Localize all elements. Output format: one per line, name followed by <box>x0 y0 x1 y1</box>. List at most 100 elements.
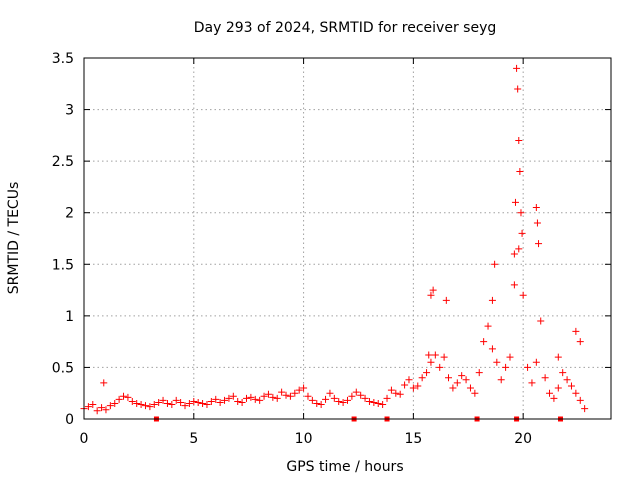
data-point <box>518 229 526 237</box>
data-point <box>225 394 233 402</box>
data-point <box>106 402 114 410</box>
data-point <box>163 400 171 408</box>
data-point <box>567 382 575 390</box>
data-point <box>190 397 198 405</box>
data-point <box>100 379 108 387</box>
data-point <box>352 388 360 396</box>
data-point <box>229 392 237 400</box>
x-tick-label: 15 <box>404 431 422 447</box>
x-tick-label: 5 <box>189 431 198 447</box>
data-point <box>462 376 470 384</box>
data-point <box>491 260 499 268</box>
data-point <box>339 398 347 406</box>
data-point <box>458 372 466 380</box>
plot-frame <box>83 57 612 420</box>
data-point <box>533 219 541 227</box>
data-point <box>238 398 246 406</box>
data-point <box>93 407 101 415</box>
data-point <box>572 389 580 397</box>
data-point <box>405 376 413 384</box>
data-point <box>396 390 404 398</box>
data-point <box>409 384 417 392</box>
data-point <box>137 401 145 409</box>
data-point <box>374 400 382 408</box>
data-point <box>247 393 255 401</box>
data-point <box>159 396 167 404</box>
data-point <box>453 379 461 387</box>
y-tick-label: 1 <box>65 309 74 325</box>
data-point <box>532 204 540 212</box>
data-point <box>115 395 123 403</box>
data-point <box>273 394 281 402</box>
data-point <box>445 374 453 382</box>
data-point <box>172 396 180 404</box>
data-point <box>581 405 589 413</box>
data-point <box>519 291 527 299</box>
data-point <box>269 393 277 401</box>
data-point <box>524 363 532 371</box>
data-point <box>361 394 369 402</box>
data-point <box>146 403 154 411</box>
data-point <box>475 369 483 377</box>
data-point <box>418 374 426 382</box>
data-point <box>423 369 431 377</box>
data-point <box>516 167 524 175</box>
data-point <box>221 396 229 404</box>
data-point <box>216 398 224 406</box>
data-point <box>89 401 97 409</box>
data-point <box>295 386 303 394</box>
data-point <box>256 396 264 404</box>
data-point <box>141 402 149 410</box>
data-point <box>207 397 215 405</box>
data-point <box>177 398 185 406</box>
data-point <box>84 403 92 411</box>
data-point <box>515 245 523 253</box>
data-point <box>515 137 523 145</box>
data-point <box>429 286 437 294</box>
data-point <box>427 358 435 366</box>
data-point <box>440 353 448 361</box>
data-point <box>414 382 422 390</box>
data-point <box>370 398 378 406</box>
data-point <box>431 351 439 359</box>
data-point <box>300 384 308 392</box>
data-point <box>120 392 128 400</box>
data-point <box>124 393 132 401</box>
data-point <box>442 296 450 304</box>
data-point <box>480 338 488 346</box>
data-point <box>335 397 343 405</box>
x-tick-label: 0 <box>80 431 89 447</box>
data-point <box>554 384 562 392</box>
data-point <box>392 389 400 397</box>
data-point <box>365 397 373 405</box>
data-point <box>546 389 554 397</box>
y-tick-label: 3.5 <box>52 51 74 67</box>
data-point <box>401 381 409 389</box>
data-point <box>493 358 501 366</box>
data-point <box>517 209 525 217</box>
data-point <box>304 392 312 400</box>
data-point <box>387 386 395 394</box>
data-point <box>510 281 518 289</box>
data-point <box>379 401 387 409</box>
data-point <box>513 64 521 72</box>
data-point <box>550 394 558 402</box>
data-point <box>98 404 106 412</box>
data-point <box>436 363 444 371</box>
data-point <box>559 369 567 377</box>
data-point <box>497 376 505 384</box>
axis-ticks <box>83 57 611 420</box>
data-point <box>313 400 321 408</box>
data-point <box>251 395 259 403</box>
data-point <box>102 406 110 414</box>
data-point <box>484 322 492 330</box>
data-point <box>203 401 211 409</box>
data-point <box>199 400 207 408</box>
data-point <box>502 363 510 371</box>
data-point <box>150 401 158 409</box>
data-point <box>181 402 189 410</box>
y-tick-label: 1.5 <box>52 257 74 273</box>
data-point <box>286 392 294 400</box>
data-point <box>264 390 272 398</box>
